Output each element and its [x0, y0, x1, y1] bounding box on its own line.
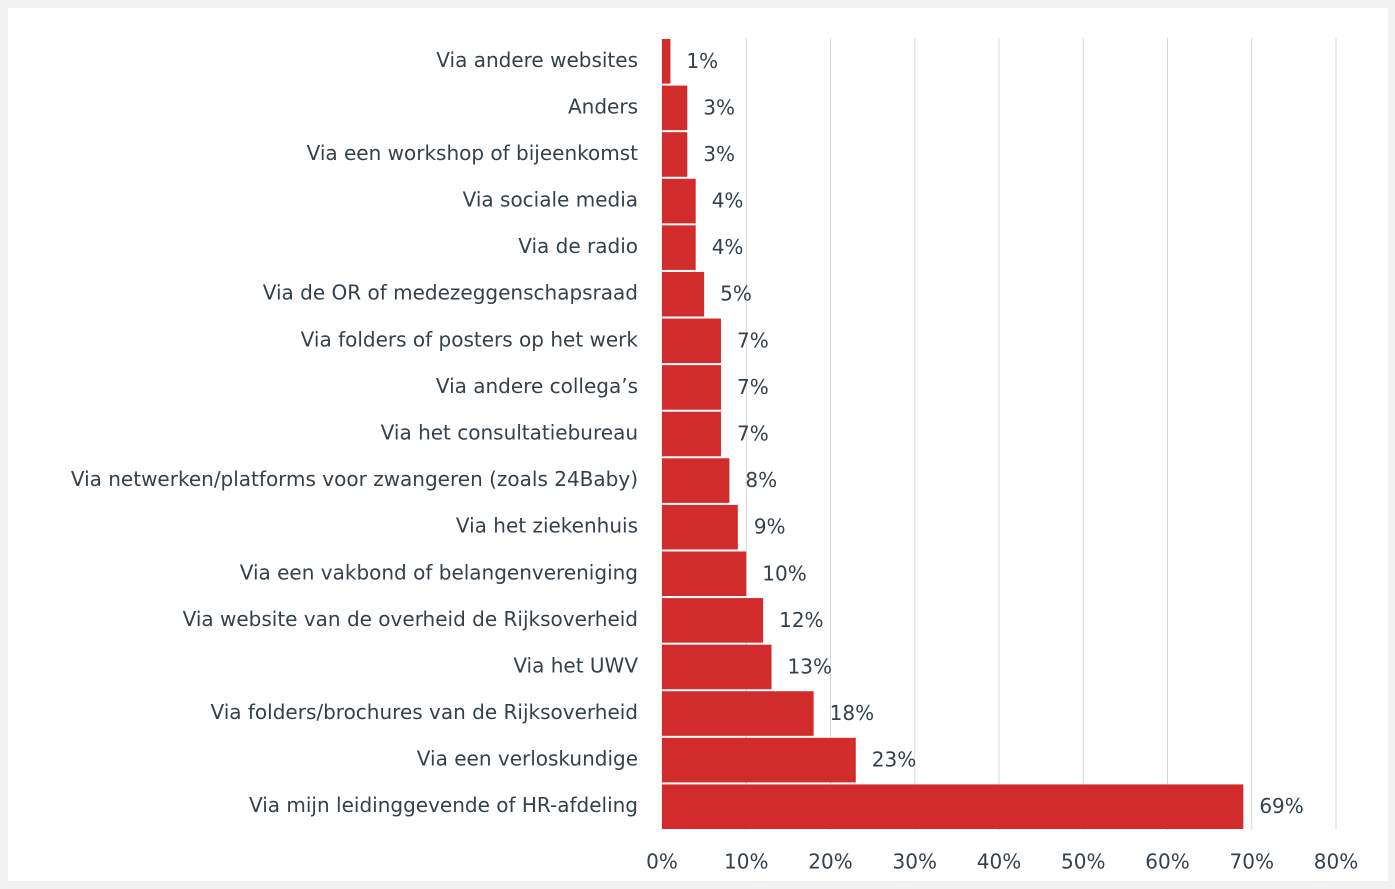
data-label: 18% [830, 701, 874, 725]
data-label: 1% [686, 49, 718, 73]
data-label: 9% [754, 515, 786, 539]
y-tick-label: Via een verloskundige [417, 747, 638, 771]
bar [662, 178, 696, 224]
data-label: 7% [737, 422, 769, 446]
y-tick-label: Via andere websites [436, 48, 638, 72]
bar [662, 691, 814, 736]
data-label: 3% [703, 142, 735, 166]
data-label: 3% [703, 95, 735, 119]
data-label: 8% [745, 468, 777, 492]
y-tick-label: Via het UWV [513, 653, 638, 677]
bar [662, 39, 671, 84]
y-tick-label: Via de radio [518, 234, 638, 258]
data-label: 5% [720, 282, 752, 306]
bar [662, 365, 721, 410]
x-tick-label: 10% [724, 850, 768, 874]
data-label: 4% [712, 235, 744, 259]
bar [662, 85, 688, 131]
bar [662, 318, 721, 364]
bar [662, 271, 705, 317]
x-tick-label: 0% [646, 850, 678, 874]
y-tick-label: Via mijn leidinggevende of HR-afdeling [249, 793, 638, 817]
bar [662, 411, 721, 457]
y-tick-label: Via sociale media [463, 188, 638, 212]
bar [662, 225, 696, 270]
bar [662, 737, 856, 783]
y-tick-label: Via het consultatiebureau [381, 421, 638, 445]
data-label: 23% [872, 748, 916, 772]
x-tick-label: 40% [977, 850, 1021, 874]
data-label: 12% [779, 608, 823, 632]
x-tick-label: 30% [893, 850, 937, 874]
bar [662, 551, 747, 597]
data-label: 10% [762, 561, 806, 585]
data-label: 69% [1259, 794, 1303, 818]
x-tick-label: 60% [1145, 850, 1189, 874]
bar [662, 458, 730, 503]
x-tick-label: 50% [1061, 850, 1105, 874]
bar [662, 598, 764, 643]
y-tick-label: Via een workshop of bijeenkomst [307, 141, 639, 165]
y-tick-label: Anders [568, 94, 638, 118]
bar [662, 784, 1244, 829]
bar [662, 132, 688, 177]
y-tick-label: Via website van de overheid de Rijksover… [183, 607, 638, 631]
data-label: 7% [737, 375, 769, 399]
y-tick-label: Via een vakbond of belangenvereniging [240, 560, 638, 584]
y-tick-label: Via de OR of medezeggenschapsraad [263, 281, 638, 305]
x-tick-label: 70% [1230, 850, 1274, 874]
x-tick-label: 80% [1314, 850, 1358, 874]
x-tick-label: 20% [808, 850, 852, 874]
data-label: 4% [712, 189, 744, 213]
y-tick-label: Via folders of posters op het werk [301, 327, 639, 351]
data-label: 7% [737, 328, 769, 352]
bar [662, 644, 772, 690]
data-label: 13% [788, 654, 832, 678]
y-tick-label: Via netwerken/platforms voor zwangeren (… [71, 467, 638, 491]
y-tick-label: Via het ziekenhuis [456, 514, 638, 538]
y-tick-label: Via andere collega’s [436, 374, 638, 398]
y-tick-label: Via folders/brochures van de Rijksoverhe… [210, 700, 638, 724]
bar [662, 504, 738, 550]
